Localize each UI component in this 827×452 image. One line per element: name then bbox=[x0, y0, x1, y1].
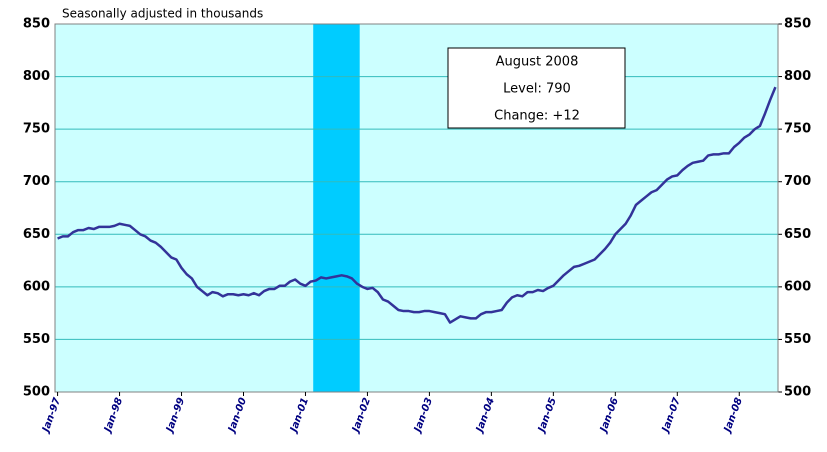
annotation-text: Change: +12 bbox=[494, 109, 580, 124]
y2-tick-label: 800 bbox=[784, 69, 811, 84]
annotation-text: Level: 790 bbox=[503, 82, 571, 97]
x-tick-label: Jan-03 bbox=[412, 396, 435, 435]
x-tick-label: Jan-00 bbox=[226, 396, 249, 435]
y-tick-label: 550 bbox=[23, 332, 50, 347]
y2-tick-label: 550 bbox=[784, 332, 811, 347]
y-tick-label: 600 bbox=[23, 279, 50, 294]
shaded-period bbox=[313, 24, 360, 392]
chart-subtitle: Seasonally adjusted in thousands bbox=[62, 7, 263, 21]
x-tick-label: Jan-08 bbox=[722, 396, 745, 435]
annotation-box bbox=[447, 47, 626, 129]
data-line bbox=[57, 86, 777, 324]
x-tick-label: Jan-01 bbox=[288, 396, 311, 435]
x-tick-label: Jan-04 bbox=[474, 396, 497, 435]
x-tick-label: Jan-06 bbox=[598, 396, 621, 435]
x-tick-label: Jan-02 bbox=[350, 396, 373, 435]
x-tick-label: Jan-98 bbox=[102, 396, 125, 435]
y2-tick-label: 500 bbox=[784, 385, 811, 400]
y-tick-label: 850 bbox=[23, 17, 50, 32]
y-tick-label: 500 bbox=[23, 385, 50, 400]
plot-border bbox=[54, 23, 779, 393]
y2-tick-label: 750 bbox=[784, 122, 811, 137]
x-tick-label: Jan-05 bbox=[536, 396, 559, 435]
y2-tick-label: 650 bbox=[784, 227, 811, 242]
y-tick-label: 750 bbox=[23, 122, 50, 137]
x-tick-label: Jan-97 bbox=[40, 396, 63, 435]
y2-tick-label: 700 bbox=[784, 174, 811, 189]
annotation-text: August 2008 bbox=[496, 55, 579, 70]
y2-tick-label: 600 bbox=[784, 279, 811, 294]
y2-tick-label: 850 bbox=[784, 17, 811, 32]
x-tick-label: Jan-99 bbox=[164, 396, 187, 435]
plot-area bbox=[55, 24, 778, 392]
x-tick-label: Jan-07 bbox=[660, 396, 683, 435]
y-tick-label: 700 bbox=[23, 174, 50, 189]
y-tick-label: 650 bbox=[23, 227, 50, 242]
y-tick-label: 800 bbox=[23, 69, 50, 84]
